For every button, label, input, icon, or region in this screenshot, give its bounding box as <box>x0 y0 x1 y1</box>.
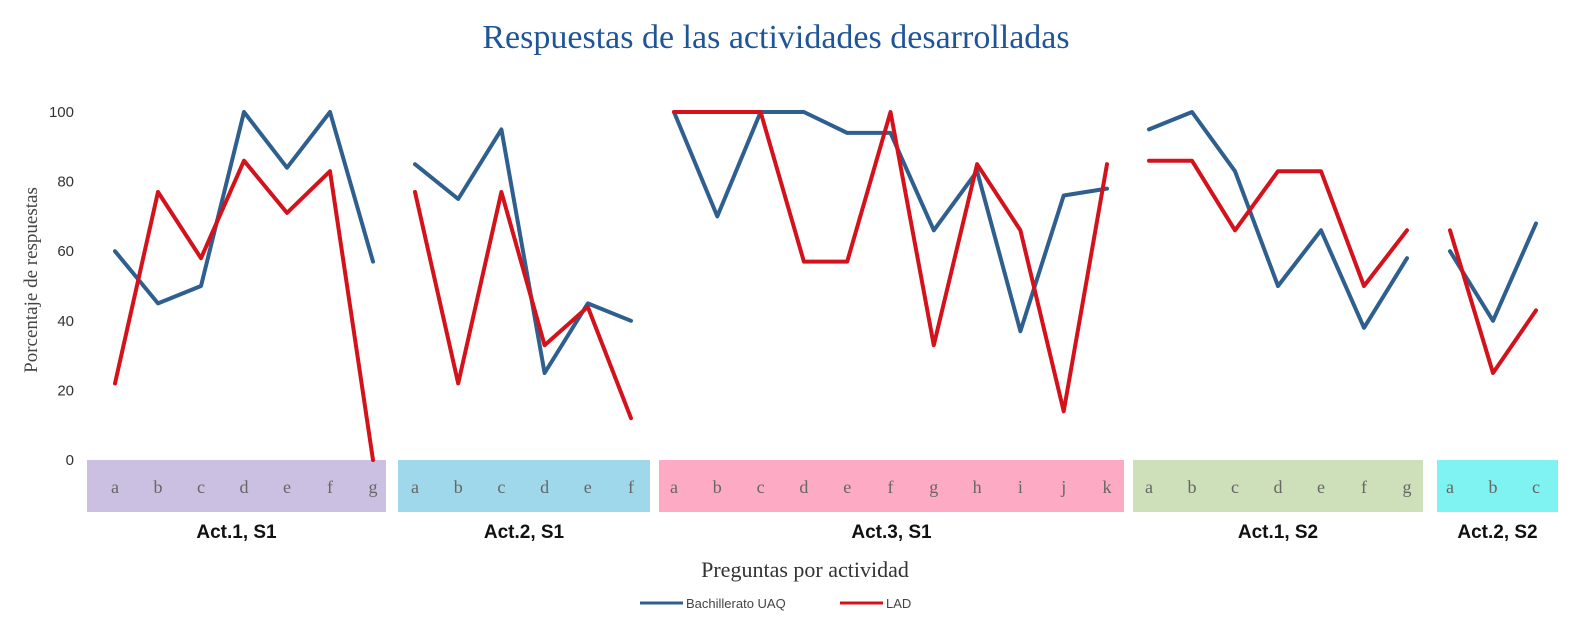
legend: Bachillerato UAQ LAD <box>640 596 911 611</box>
question-label: b <box>713 477 722 497</box>
question-label: c <box>1231 477 1239 497</box>
question-label: c <box>197 477 205 497</box>
question-label: f <box>1361 477 1367 497</box>
question-label: e <box>584 477 592 497</box>
question-label: i <box>1018 477 1023 497</box>
question-label: a <box>670 477 678 497</box>
y-axis-ticks: 0 20 40 60 80 100 <box>49 104 74 469</box>
question-label: h <box>973 477 982 497</box>
y-tick-label: 20 <box>57 382 74 399</box>
question-label: j <box>1060 477 1066 497</box>
legend-label-lad: LAD <box>886 596 911 611</box>
question-label: g <box>369 477 378 497</box>
question-label: e <box>843 477 851 497</box>
chart-title: Respuestas de las actividades desarrolla… <box>482 19 1069 56</box>
activity-label: Act.2, S2 <box>1457 522 1537 543</box>
question-label: c <box>1532 477 1540 497</box>
series-line-lad <box>1147 158 1409 288</box>
y-tick-label: 80 <box>57 174 74 191</box>
question-label: g <box>929 477 938 497</box>
activity-band <box>87 460 386 512</box>
question-label: b <box>1489 477 1498 497</box>
question-label: a <box>1145 477 1153 497</box>
y-tick-label: 0 <box>66 452 74 469</box>
question-label: a <box>411 477 419 497</box>
series-line-lad <box>1448 228 1538 375</box>
question-label: g <box>1403 477 1412 497</box>
question-label: d <box>240 477 249 497</box>
activity-band <box>398 460 650 512</box>
series-line-bachillerato-uaq <box>1147 110 1409 330</box>
activity-label: Act.1, S2 <box>1238 522 1318 543</box>
question-label: b <box>1188 477 1197 497</box>
question-label: e <box>1317 477 1325 497</box>
activity-label: Act.3, S1 <box>851 522 932 543</box>
series-line-bachillerato-uaq <box>672 110 1109 334</box>
x-axis-label: Preguntas por actividad <box>701 557 909 582</box>
question-label: b <box>154 477 163 497</box>
question-label: k <box>1103 477 1112 497</box>
series-line-bachillerato-uaq <box>113 110 375 306</box>
question-label: a <box>111 477 119 497</box>
series-line-lad <box>672 110 1109 414</box>
activity-label: Act.2, S1 <box>484 522 565 543</box>
question-label: f <box>628 477 634 497</box>
question-label: b <box>454 477 463 497</box>
question-label: c <box>757 477 765 497</box>
activity-bands: a b c d e f g Act.1, S1 a b c d e f Act.2, S1 a b c d e f g h i… <box>87 460 1558 543</box>
activity-band <box>659 460 1124 512</box>
legend-label-bachillerato-uaq: Bachillerato UAQ <box>686 596 786 611</box>
y-tick-label: 60 <box>57 243 74 260</box>
question-label: d <box>799 477 808 497</box>
y-tick-label: 40 <box>57 313 74 330</box>
question-label: e <box>283 477 291 497</box>
series-line-bachillerato-uaq <box>413 127 633 375</box>
question-label: c <box>497 477 505 497</box>
y-tick-label: 100 <box>49 104 74 121</box>
y-axis-label: Porcentaje de respuestas <box>21 187 42 373</box>
question-label: f <box>327 477 333 497</box>
question-label: d <box>540 477 549 497</box>
question-label: d <box>1274 477 1283 497</box>
activity-band <box>1133 460 1423 512</box>
series-line-lad <box>113 158 375 462</box>
activity-band <box>1437 460 1558 512</box>
activity-label: Act.1, S1 <box>196 522 277 543</box>
question-label: f <box>888 477 894 497</box>
question-label: a <box>1446 477 1454 497</box>
series-lines <box>113 110 1538 462</box>
series-line-lad <box>413 190 633 421</box>
